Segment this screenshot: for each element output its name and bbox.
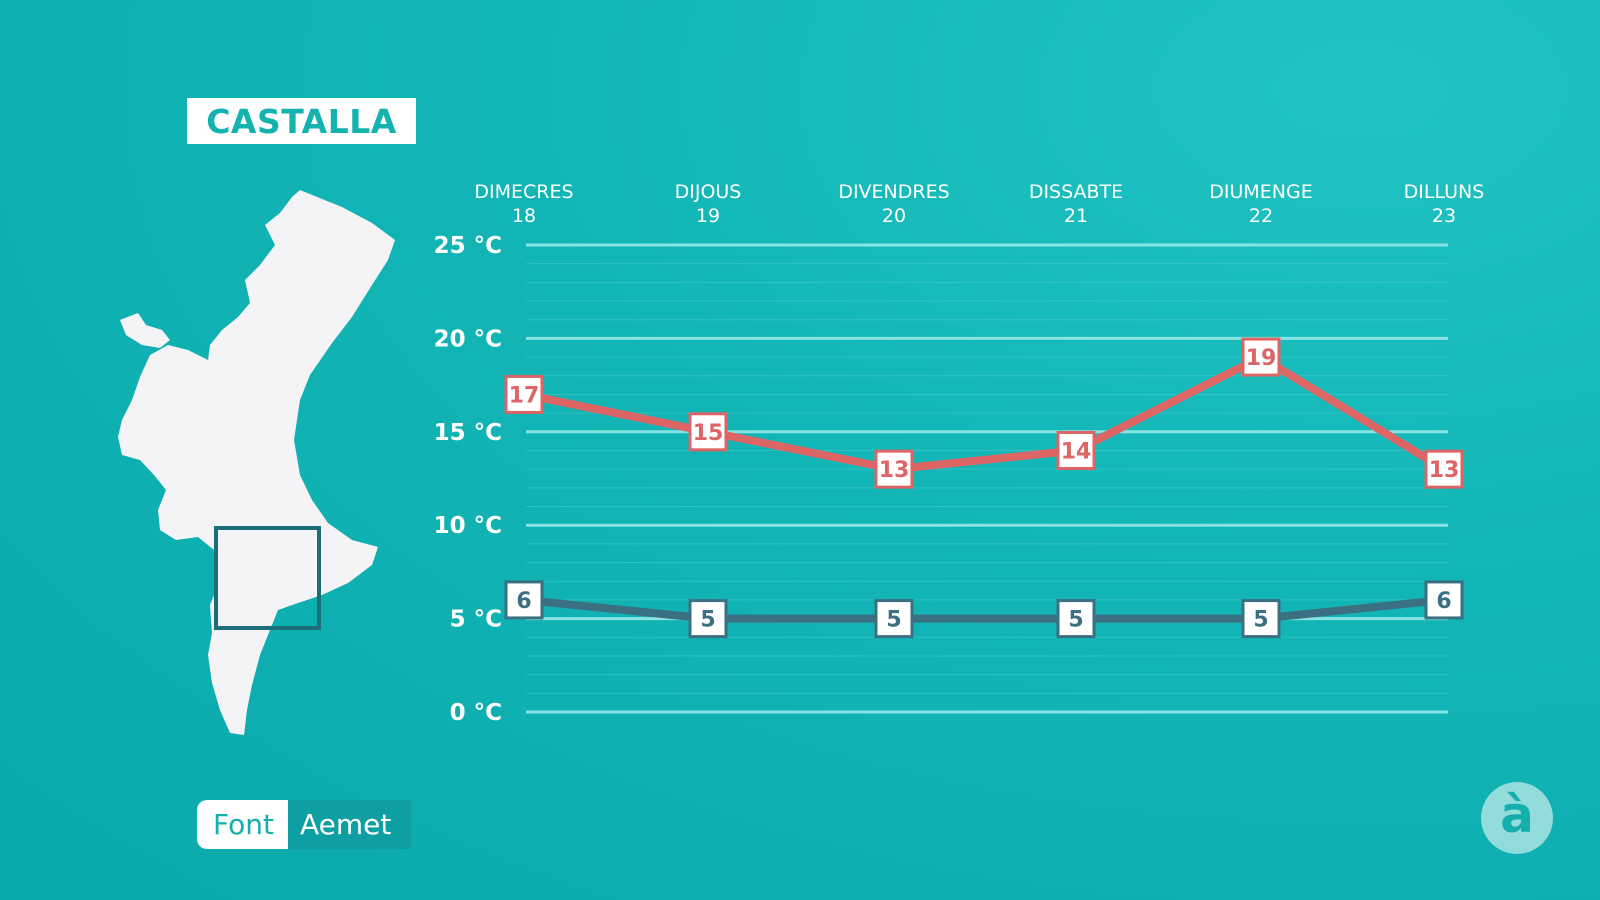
- source-tag: Font Aemet: [197, 800, 412, 849]
- day-date-label: 21: [1064, 205, 1088, 227]
- day-date-label: 20: [882, 205, 906, 227]
- series-layer: 17 15 13 14 19 13 6 5 5 5 5 6: [504, 337, 1464, 639]
- max-temp-data-label: 13: [879, 458, 910, 483]
- max-temp-data-label: 13: [1429, 458, 1460, 483]
- min-temp-data-label: 5: [1253, 608, 1268, 633]
- location-marker-box: [214, 526, 321, 630]
- channel-logo-glyph: à: [1500, 786, 1534, 844]
- y-tick-label: 20 °C: [434, 326, 502, 352]
- min-temp-line: [520, 595, 1448, 623]
- max-temp-data-label: 19: [1246, 346, 1277, 371]
- min-temp-point: [688, 599, 728, 639]
- y-tick-label: 15 °C: [434, 420, 502, 446]
- max-temp-data-label: 15: [693, 421, 724, 446]
- min-temp-data-label: 5: [700, 608, 715, 633]
- max-temp-point: [1056, 430, 1096, 470]
- source-label: Font: [197, 800, 288, 849]
- region-map: [118, 190, 395, 735]
- day-date-label: 18: [512, 205, 536, 227]
- day-name-label: DIMECRES: [474, 181, 573, 203]
- min-temp-point: [504, 580, 544, 620]
- location-title-box: CASTALLA: [187, 98, 416, 144]
- day-date-label: 19: [696, 205, 720, 227]
- region-map-shape: [118, 190, 395, 735]
- day-name-label: DIJOUS: [675, 181, 742, 203]
- min-temp-point: [1241, 599, 1281, 639]
- region-map-island: [120, 313, 170, 348]
- grid-layer: [526, 243, 1448, 714]
- y-tick-label: 5 °C: [450, 607, 502, 633]
- day-date-label: 23: [1432, 205, 1456, 227]
- min-temp-data-label: 5: [886, 608, 901, 633]
- day-date-label: 22: [1249, 205, 1273, 227]
- max-temp-point: [1241, 337, 1281, 377]
- max-temp-data-label: 14: [1061, 439, 1092, 464]
- min-temp-data-label: 5: [1068, 608, 1083, 633]
- min-temp-data-label: 6: [516, 589, 531, 614]
- min-temp-point: [1424, 580, 1464, 620]
- max-temp-point: [874, 449, 914, 489]
- y-tick-label: 0 °C: [450, 700, 502, 726]
- y-axis-labels: 25 °C 20 °C 15 °C 10 °C 5 °C 0 °C: [434, 233, 502, 726]
- min-temp-data-label: 6: [1436, 589, 1451, 614]
- day-name-label: DILLUNS: [1404, 181, 1485, 203]
- max-temp-point: [1424, 449, 1464, 489]
- channel-logo: à: [1481, 782, 1553, 854]
- min-temp-point: [1056, 599, 1096, 639]
- max-temp-point: [504, 374, 544, 414]
- min-temp-point: [874, 599, 914, 639]
- y-tick-label: 25 °C: [434, 233, 502, 259]
- day-name-label: DIVENDRES: [838, 181, 949, 203]
- source-value: Aemet: [287, 800, 412, 849]
- max-temp-line: [520, 353, 1448, 474]
- y-tick-label: 10 °C: [434, 513, 502, 539]
- location-title: CASTALLA: [206, 101, 397, 141]
- day-name-label: DIUMENGE: [1209, 181, 1312, 203]
- max-temp-data-label: 17: [509, 383, 540, 408]
- max-temp-point: [688, 412, 728, 452]
- day-name-label: DISSABTE: [1029, 181, 1123, 203]
